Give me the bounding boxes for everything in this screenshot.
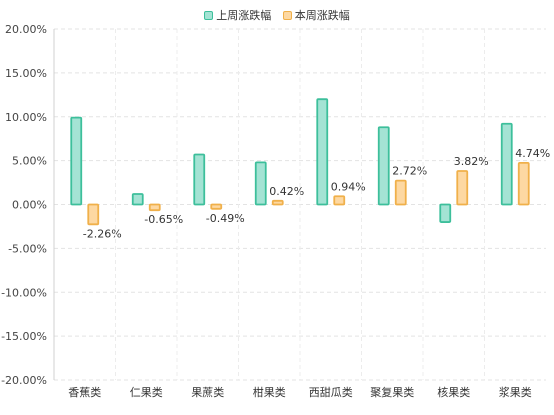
- x-tick-label: 聚复果类: [370, 385, 414, 399]
- y-tick-label: -15.00%: [1, 330, 47, 343]
- data-label: 0.94%: [331, 180, 366, 193]
- y-tick-label: 5.00%: [12, 155, 47, 168]
- legend-swatch-this-week: [282, 10, 292, 20]
- bar-last-week: [254, 161, 267, 206]
- bar-this-week: [210, 203, 223, 210]
- data-label: 4.74%: [515, 147, 550, 160]
- y-tick-label: 10.00%: [5, 111, 47, 124]
- x-tick-label: 核果类: [437, 385, 470, 399]
- data-label: -0.65%: [144, 213, 183, 226]
- bar-this-week: [333, 195, 346, 206]
- legend-label-last-week: 上周涨跌幅: [216, 9, 272, 22]
- bar-last-week: [70, 116, 83, 206]
- x-tick-label: 西甜瓜类: [309, 385, 353, 399]
- bar-this-week: [87, 203, 100, 226]
- y-tick-label: 20.00%: [5, 23, 47, 36]
- legend: 上周涨跌幅 本周涨跌幅: [0, 7, 554, 23]
- bar-last-week: [193, 153, 206, 206]
- bar-last-week: [131, 193, 144, 206]
- legend-item-last-week[interactable]: 上周涨跌幅: [204, 7, 271, 23]
- y-tick-label: -10.00%: [1, 286, 47, 299]
- data-label: -0.49%: [206, 212, 245, 225]
- bar-this-week: [271, 199, 284, 206]
- x-tick-label: 香蕉类: [68, 385, 101, 399]
- data-label: 3.82%: [454, 155, 489, 168]
- x-tick-label: 柑果类: [253, 385, 286, 399]
- legend-swatch-last-week: [204, 10, 214, 20]
- legend-item-this-week[interactable]: 本周涨跌幅: [282, 7, 350, 23]
- data-label: 0.42%: [269, 185, 304, 198]
- bar-this-week: [456, 170, 469, 206]
- x-tick-label: 浆果类: [499, 385, 532, 399]
- bar-last-week: [439, 203, 452, 223]
- bar-last-week: [500, 122, 513, 206]
- y-tick-label: 15.00%: [5, 67, 47, 80]
- y-tick-label: -20.00%: [1, 374, 47, 387]
- bar-last-week: [316, 98, 329, 206]
- bar-this-week: [148, 203, 161, 212]
- x-tick-label: 仁果类: [130, 385, 163, 399]
- data-label: -2.26%: [83, 227, 122, 240]
- bar-this-week: [517, 162, 530, 206]
- data-label: 2.72%: [392, 165, 427, 178]
- y-tick-label: 0.00%: [12, 199, 47, 212]
- legend-label-this-week: 本周涨跌幅: [294, 9, 350, 22]
- bar-this-week: [394, 179, 407, 206]
- x-tick-label: 果蔗类: [191, 385, 224, 399]
- y-tick-label: -5.00%: [8, 242, 47, 255]
- bar-last-week: [377, 126, 390, 206]
